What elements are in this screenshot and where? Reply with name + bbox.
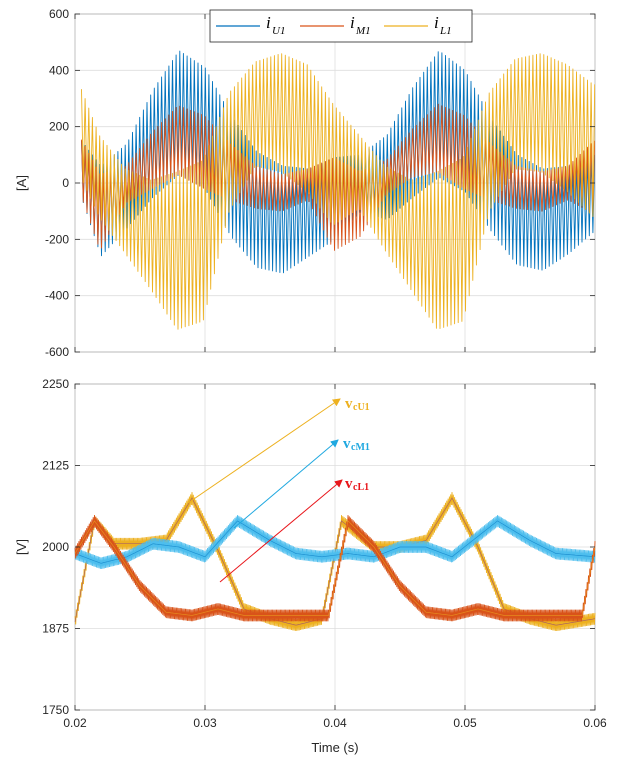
y-tick-label: 1750 [42,703,69,717]
x-tick-label: 0.04 [323,716,347,730]
legend: i U1 i M1 i L1 [209,9,473,43]
series-line-vcm1 [74,515,596,570]
y-tick-label: -200 [45,232,69,246]
y-tick-label: 1875 [42,622,69,636]
annotation-label-cl1: v [345,476,353,492]
bottom-ylabel: [V] [14,539,29,555]
legend-sub-im1: M1 [355,25,371,37]
y-tick-label: 200 [49,120,69,134]
top-ylabel: [A] [14,175,29,191]
x-tick-label: 0.02 [63,716,87,730]
bottom-xlabel: Time (s) [311,740,358,755]
x-tick-label: 0.05 [453,716,477,730]
annotation-sub-cm1: cM1 [351,442,370,453]
series-line-vcl1 [74,515,596,622]
y-tick-label: 600 [49,7,69,21]
legend-label-im1: i [350,13,355,32]
y-tick-label: 0 [62,176,69,190]
y-tick-label: 2250 [42,377,69,391]
legend-label-iu1: i [266,13,271,32]
series-mean-vcm1 [74,520,596,564]
bottom-data [74,492,596,632]
top-ticks: 600 400 200 0 -200 -400 -600 [45,7,596,359]
y-tick-label: 2125 [42,459,69,473]
annotation-label-cu1: v [345,396,353,412]
series-line-il1 [81,53,595,330]
y-tick-label: 2000 [42,540,69,554]
y-tick-label: -400 [45,289,69,303]
annotation-arrow-cm1 [233,439,339,529]
bottom-ticks: 0.02 0.03 0.04 0.05 0.06 2250 2125 2000 1875 1750 [42,377,607,730]
legend-sub-il1: L1 [439,25,452,37]
annotation-sub-cu1: cU1 [353,402,370,413]
top-axes: 600 400 200 0 -200 -400 -600 [A] i U1 i M1 i L… [14,7,596,359]
bottom-axes: 0.02 0.03 0.04 0.05 0.06 2250 2125 2000 1875 1750… [14,377,607,755]
legend-label-il1: i [434,13,439,32]
legend-sub-iu1: U1 [272,25,285,37]
annotation-arrow-cl1 [219,479,343,583]
series-mean-vcl1 [74,520,596,616]
annotation-arrow-cu1 [187,398,341,504]
y-tick-label: 400 [49,63,69,77]
annotation-sub-cl1: cL1 [353,482,369,493]
annotation-label-cm1: v [343,436,351,452]
y-tick-label: -600 [45,345,69,359]
x-tick-label: 0.03 [193,716,217,730]
top-data [81,50,595,330]
series-line-im1 [81,103,595,251]
x-tick-label: 0.06 [583,716,607,730]
